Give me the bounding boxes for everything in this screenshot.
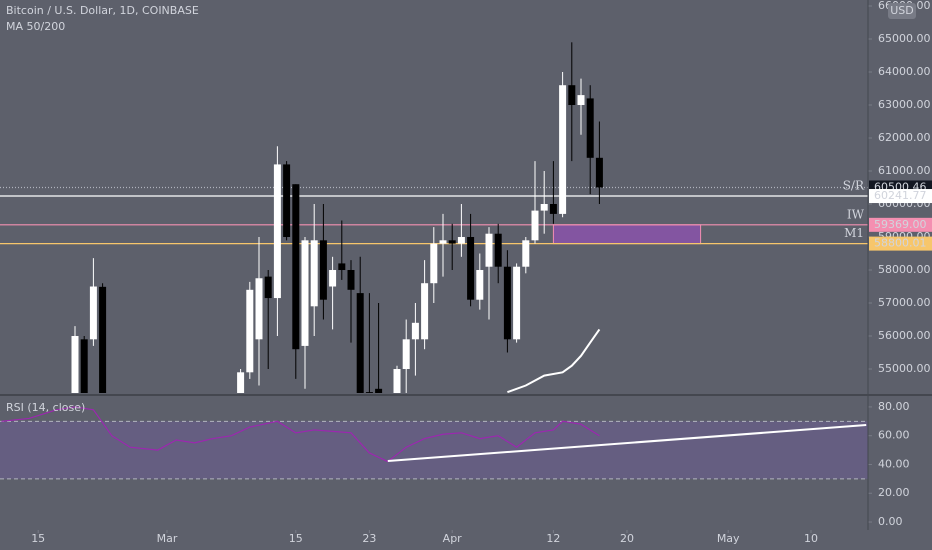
y-tick-label: 62000.00 xyxy=(878,131,931,144)
zone xyxy=(552,224,702,245)
y-tick-label: 60.00 xyxy=(878,429,910,442)
candle-body xyxy=(503,266,511,340)
candle-body xyxy=(402,339,410,370)
level-label: 59369.00 xyxy=(874,218,927,231)
x-tick-label: 12 xyxy=(546,532,560,545)
rsi-band xyxy=(0,421,868,479)
candle-body xyxy=(246,289,254,373)
candle-body xyxy=(347,270,355,290)
y-tick-label: 58000.00 xyxy=(878,263,931,276)
y-tick-label: 20.00 xyxy=(878,486,910,499)
y-tick-label: 61000.00 xyxy=(878,164,931,177)
level-tag: S/R xyxy=(843,179,865,193)
candle-body xyxy=(255,278,263,340)
candle-body xyxy=(80,339,88,393)
candle-body xyxy=(273,164,281,299)
level-label: 60241.77 xyxy=(874,189,927,202)
candle-body xyxy=(393,369,401,393)
axes: 55000.0056000.0057000.0058000.0059000.00… xyxy=(31,0,932,545)
x-tick-label: Mar xyxy=(157,532,178,545)
candle-body xyxy=(549,204,557,214)
candle-body xyxy=(531,210,539,241)
level-tag: M1 xyxy=(844,226,864,240)
candle-body xyxy=(356,293,364,393)
candle-body xyxy=(568,85,576,106)
candle-body xyxy=(292,184,300,350)
candle-body xyxy=(99,286,107,393)
candle-body xyxy=(430,243,438,284)
y-tick-label: 57000.00 xyxy=(878,296,931,309)
candle-body xyxy=(476,270,484,300)
candle-body xyxy=(301,240,309,346)
rsi-pane xyxy=(0,406,868,480)
candle-body xyxy=(559,85,567,214)
ma-line xyxy=(507,328,601,393)
currency-button[interactable] xyxy=(888,3,916,19)
y-tick-label: 65000.00 xyxy=(878,32,931,45)
candle-body xyxy=(411,322,419,340)
candle-body xyxy=(485,233,493,267)
y-tick-label: 40.00 xyxy=(878,457,910,470)
x-tick-label: Apr xyxy=(443,532,463,545)
y-tick-label: 0.00 xyxy=(878,515,903,528)
candle-body xyxy=(310,240,318,307)
y-tick-label: 80.00 xyxy=(878,400,910,413)
candle-body xyxy=(319,240,327,300)
candle-body xyxy=(283,164,291,238)
x-tick-label: 23 xyxy=(362,532,376,545)
level-label-box xyxy=(869,189,932,204)
candle-body xyxy=(577,95,585,106)
candle-body xyxy=(375,388,383,393)
x-tick-label: 10 xyxy=(804,532,818,545)
indicator-label: MA 50/200 xyxy=(6,20,65,33)
rsi-title: RSI (14, close) xyxy=(6,401,85,414)
level-tag: IW xyxy=(847,207,865,221)
candle-body xyxy=(595,157,603,188)
candle-body xyxy=(421,283,429,340)
candle-body xyxy=(71,336,79,393)
candle-body xyxy=(264,276,272,299)
candle-body xyxy=(522,240,530,267)
candle-body xyxy=(365,392,373,393)
candle-body xyxy=(467,237,475,300)
candle-body xyxy=(540,204,548,211)
rsi-line xyxy=(1,406,600,463)
candle-body xyxy=(439,240,447,244)
currency-label[interactable]: USD xyxy=(890,4,914,17)
y-tick-label: 63000.00 xyxy=(878,98,931,111)
candle-body xyxy=(237,372,245,393)
candle-body xyxy=(513,266,521,340)
rsi-trendline xyxy=(387,424,867,463)
x-tick-label: May xyxy=(717,532,740,545)
candle-body xyxy=(494,233,502,267)
candle-body xyxy=(338,263,346,271)
x-tick-label: 15 xyxy=(31,532,45,545)
y-tick-label: 55000.00 xyxy=(878,362,931,375)
level-label: 58800.01 xyxy=(874,237,927,250)
candle-body xyxy=(586,98,594,158)
candle-body xyxy=(89,286,97,340)
level-label-box xyxy=(869,236,932,251)
candle-body xyxy=(457,237,465,244)
y-tick-label: 64000.00 xyxy=(878,65,931,78)
level-label-box xyxy=(869,217,932,232)
price-pane xyxy=(0,42,868,393)
y-tick-label: 56000.00 xyxy=(878,329,931,342)
candle-body xyxy=(329,270,337,287)
candle-body xyxy=(448,240,456,244)
chart-title: Bitcoin / U.S. Dollar, 1D, COINBASE xyxy=(6,4,199,17)
x-tick-label: 15 xyxy=(289,532,303,545)
x-tick-label: 20 xyxy=(620,532,634,545)
